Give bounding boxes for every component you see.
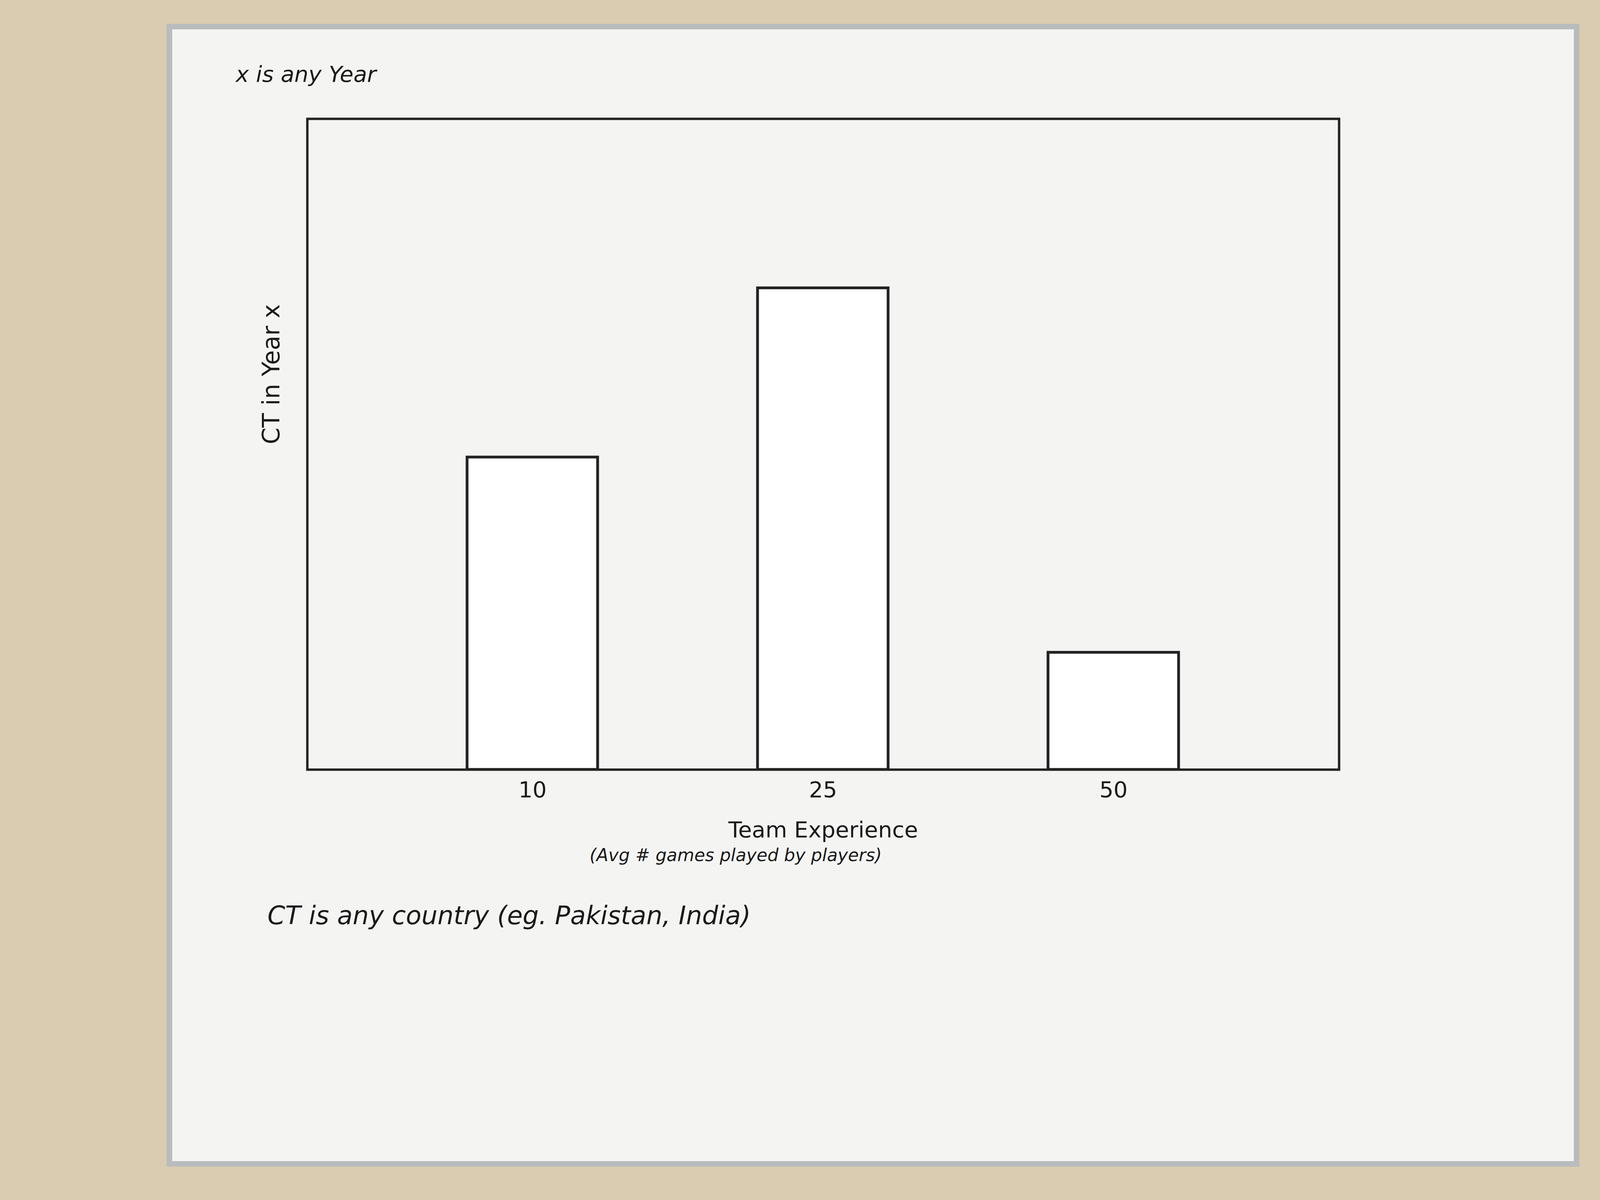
svg-text:10: 10 xyxy=(518,776,547,803)
svg-text:50: 50 xyxy=(1099,776,1128,803)
html-text:(Avg # games played by players: (Avg # games played by players) xyxy=(589,844,882,866)
html-text:x is any Year: x is any Year xyxy=(235,61,377,87)
svg-text:25: 25 xyxy=(808,776,837,803)
svg-text:CT in Year x: CT in Year x xyxy=(257,304,285,445)
html-text:CT is any country (eg. Pakista: CT is any country (eg. Pakistan, India) xyxy=(267,900,751,931)
svg-text:Team Experience: Team Experience xyxy=(727,816,918,843)
